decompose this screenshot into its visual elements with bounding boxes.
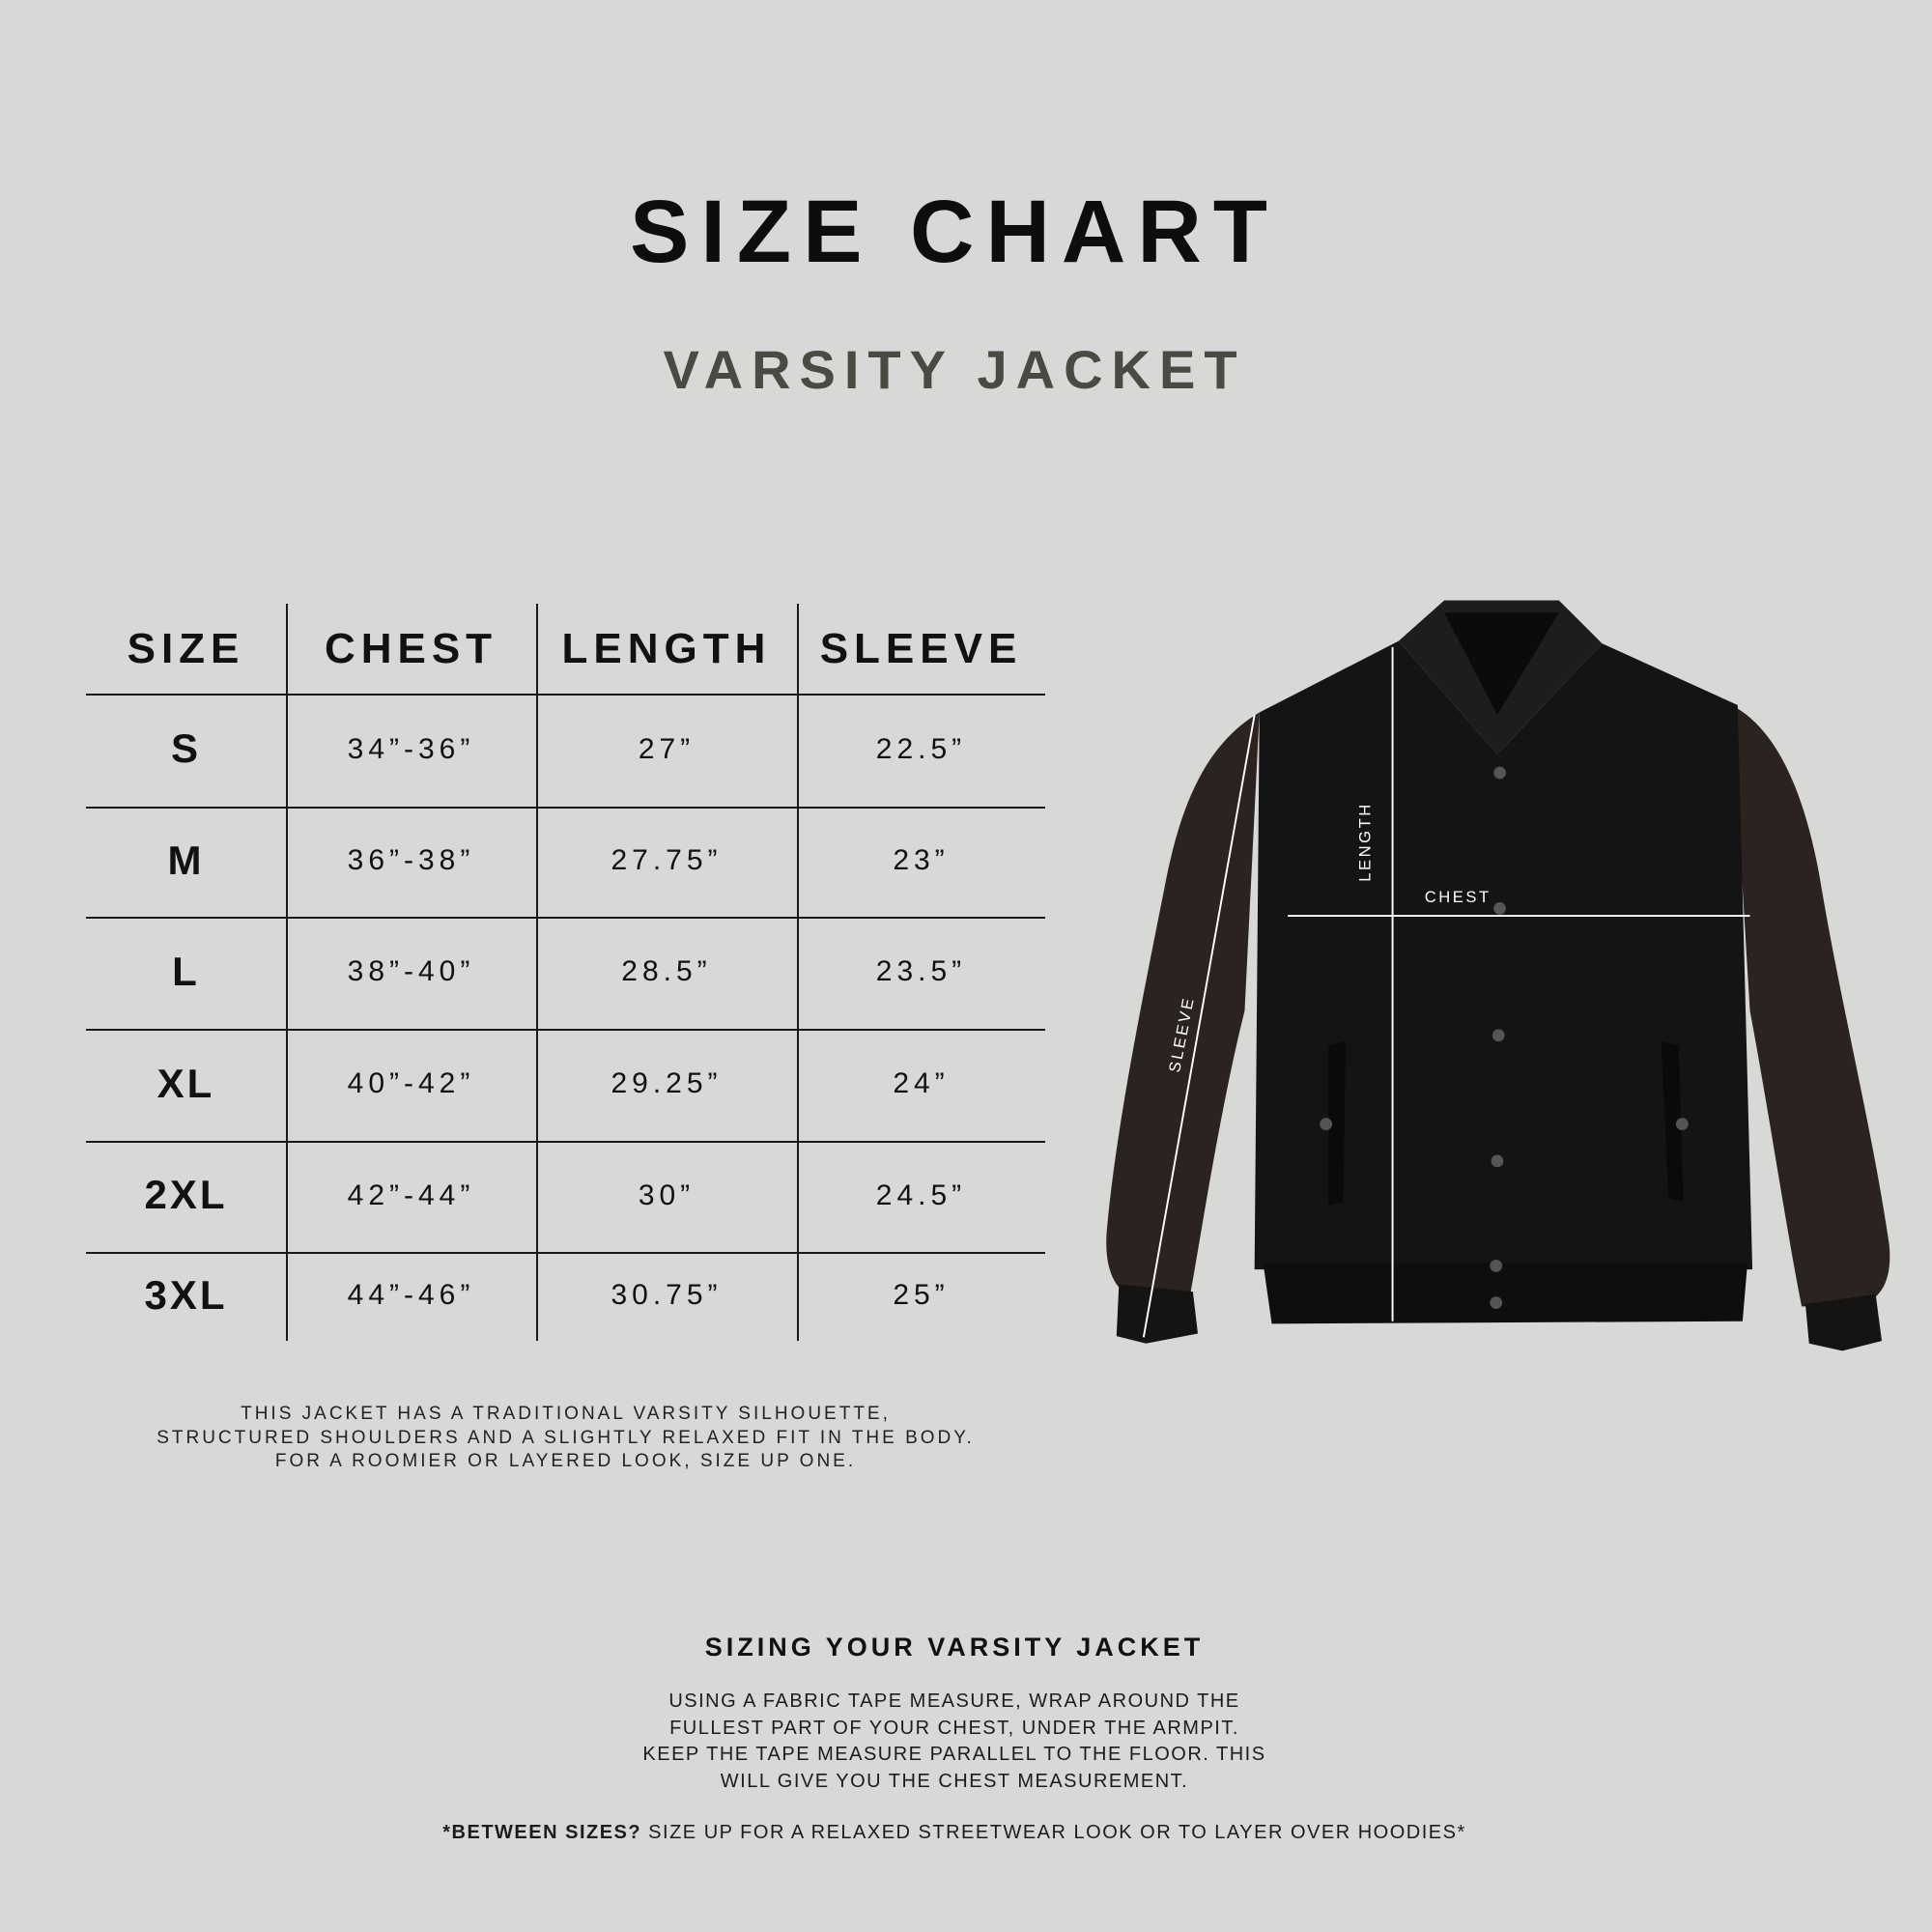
column-header-chest: CHEST <box>324 625 498 672</box>
row-divider <box>86 694 1045 696</box>
row-divider <box>86 807 1045 809</box>
size-label: M <box>167 837 205 883</box>
column-header-size: SIZE <box>127 625 245 672</box>
row-divider <box>86 917 1045 919</box>
size-label: L <box>172 948 200 994</box>
table-cell: 40”-42” <box>347 1067 475 1099</box>
table-cell: 30.75” <box>611 1279 723 1311</box>
left-sleeve <box>1106 712 1260 1301</box>
right-cuff <box>1804 1293 1883 1351</box>
table-cell: 24” <box>893 1067 950 1099</box>
row-divider <box>86 1141 1045 1143</box>
table-cell: 27” <box>638 732 696 765</box>
fit-note-line: FOR A ROOMIER OR LAYERED LOOK, SIZE UP O… <box>274 1451 857 1471</box>
between-sizes-text: SIZE UP FOR A RELAXED STREETWEAR LOOK OR… <box>641 1822 1466 1843</box>
row-divider <box>86 1029 1045 1031</box>
table-cell: 38”-40” <box>347 955 475 987</box>
fit-note-line: STRUCTURED SHOULDERS AND A SLIGHTLY RELA… <box>156 1427 975 1448</box>
left-pocket <box>1328 1041 1347 1206</box>
column-divider <box>536 604 538 1341</box>
column-divider <box>797 604 799 1341</box>
table-cell: 36”-38” <box>347 844 475 876</box>
jacket-diagram: LENGTH CHEST SLEEVE <box>1106 600 1890 1351</box>
size-label: XL <box>156 1060 215 1106</box>
page-subtitle: VARSITY JACKET <box>663 339 1246 400</box>
between-sizes-note: *BETWEEN SIZES? SIZE UP FOR A RELAXED ST… <box>0 1822 1909 1844</box>
column-divider <box>286 604 288 1341</box>
row-divider <box>86 1252 1045 1254</box>
sizing-line: KEEP THE TAPE MEASURE PARALLEL TO THE FL… <box>642 1744 1266 1765</box>
table-cell: 23.5” <box>875 955 967 987</box>
size-label: S <box>170 725 201 772</box>
jacket-body <box>1254 640 1753 1270</box>
column-header-length: LENGTH <box>561 625 772 672</box>
table-cell: 27.75” <box>611 844 723 876</box>
left-cuff <box>1116 1284 1198 1344</box>
chest-label: CHEST <box>1425 888 1492 906</box>
right-sleeve <box>1731 704 1890 1307</box>
waistband <box>1263 1263 1747 1324</box>
sizing-line: USING A FABRIC TAPE MEASURE, WRAP AROUND… <box>668 1690 1240 1712</box>
collar-inner <box>1444 612 1559 716</box>
sizing-line: FULLEST PART OF YOUR CHEST, UNDER THE AR… <box>669 1717 1239 1739</box>
table-cell: 25” <box>893 1279 950 1311</box>
column-header-sleeve: SLEEVE <box>819 625 1023 672</box>
sleeve-measure-line <box>1142 714 1256 1338</box>
table-cell: 24.5” <box>875 1179 967 1211</box>
size-label: 2XL <box>144 1172 228 1218</box>
buttons <box>1320 766 1689 1310</box>
fit-note-line: THIS JACKET HAS A TRADITIONAL VARSITY SI… <box>241 1404 891 1424</box>
length-label: LENGTH <box>1356 802 1375 882</box>
table-cell: 28.5” <box>621 955 712 987</box>
table-cell: 22.5” <box>875 732 967 765</box>
table-cell: 23” <box>893 844 950 876</box>
table-cell: 44”-46” <box>347 1279 475 1311</box>
fit-note: THIS JACKET HAS A TRADITIONAL VARSITY SI… <box>86 1403 1045 1474</box>
table-cell: 30” <box>638 1179 696 1211</box>
sizing-instructions: USING A FABRIC TAPE MEASURE, WRAP AROUND… <box>0 1689 1909 1795</box>
sizing-title: SIZING YOUR VARSITY JACKET <box>704 1633 1205 1662</box>
right-pocket <box>1661 1041 1684 1203</box>
between-sizes-bold: *BETWEEN SIZES? <box>442 1822 642 1843</box>
sizing-line: WILL GIVE YOU THE CHEST MEASUREMENT. <box>720 1770 1189 1792</box>
table-cell: 42”-44” <box>347 1179 475 1211</box>
table-cell: 34”-36” <box>347 732 475 765</box>
table-cell: 29.25” <box>611 1067 723 1099</box>
size-label: 3XL <box>144 1271 228 1318</box>
page-title: SIZE CHART <box>630 183 1279 281</box>
